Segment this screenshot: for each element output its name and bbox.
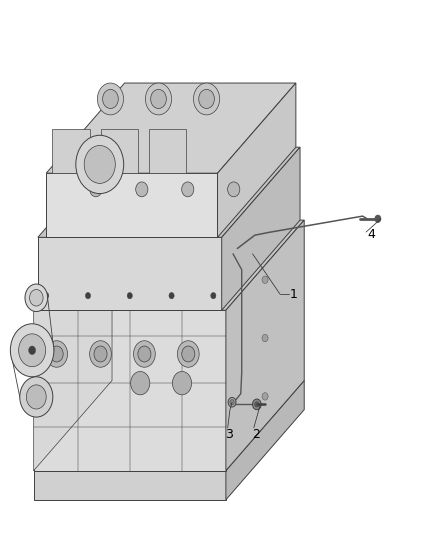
Polygon shape bbox=[218, 83, 296, 237]
Circle shape bbox=[262, 334, 268, 342]
Circle shape bbox=[90, 182, 102, 197]
Circle shape bbox=[11, 324, 54, 377]
Circle shape bbox=[127, 293, 132, 299]
Circle shape bbox=[177, 341, 199, 367]
Polygon shape bbox=[226, 381, 304, 500]
Circle shape bbox=[199, 90, 214, 109]
Polygon shape bbox=[34, 220, 304, 310]
Circle shape bbox=[211, 293, 216, 299]
Circle shape bbox=[26, 385, 46, 409]
Circle shape bbox=[228, 398, 236, 407]
Polygon shape bbox=[148, 130, 186, 173]
Circle shape bbox=[90, 341, 111, 367]
Circle shape bbox=[85, 293, 91, 299]
Circle shape bbox=[194, 83, 219, 115]
Circle shape bbox=[76, 135, 124, 193]
Polygon shape bbox=[34, 381, 304, 471]
Circle shape bbox=[50, 346, 63, 362]
Text: 3: 3 bbox=[226, 428, 233, 441]
Polygon shape bbox=[34, 310, 226, 471]
Circle shape bbox=[94, 346, 107, 362]
Polygon shape bbox=[101, 130, 138, 173]
Polygon shape bbox=[46, 173, 218, 237]
Circle shape bbox=[44, 293, 49, 299]
Circle shape bbox=[97, 83, 124, 115]
Circle shape bbox=[228, 182, 240, 197]
Circle shape bbox=[253, 399, 261, 410]
Circle shape bbox=[136, 182, 148, 197]
Polygon shape bbox=[34, 220, 112, 471]
Circle shape bbox=[151, 90, 166, 109]
Circle shape bbox=[375, 215, 381, 222]
Text: 4: 4 bbox=[367, 228, 375, 241]
Circle shape bbox=[173, 372, 191, 395]
Polygon shape bbox=[38, 237, 222, 310]
Circle shape bbox=[182, 182, 194, 197]
Polygon shape bbox=[46, 83, 296, 173]
Circle shape bbox=[145, 83, 172, 115]
Circle shape bbox=[131, 372, 150, 395]
Text: 2: 2 bbox=[253, 428, 260, 441]
Circle shape bbox=[19, 334, 46, 367]
Circle shape bbox=[25, 284, 48, 312]
Circle shape bbox=[169, 293, 174, 299]
Circle shape bbox=[102, 90, 118, 109]
Polygon shape bbox=[226, 220, 304, 471]
Circle shape bbox=[29, 289, 43, 306]
Circle shape bbox=[84, 146, 115, 183]
Circle shape bbox=[182, 346, 195, 362]
Circle shape bbox=[134, 341, 155, 367]
Circle shape bbox=[28, 346, 35, 354]
Polygon shape bbox=[53, 130, 90, 173]
Circle shape bbox=[254, 402, 259, 407]
Circle shape bbox=[20, 377, 53, 417]
Circle shape bbox=[138, 346, 151, 362]
Polygon shape bbox=[222, 147, 300, 310]
Polygon shape bbox=[34, 471, 226, 500]
Circle shape bbox=[46, 341, 67, 367]
Circle shape bbox=[230, 400, 234, 405]
Circle shape bbox=[262, 276, 268, 284]
Circle shape bbox=[262, 393, 268, 400]
Text: 1: 1 bbox=[290, 288, 298, 301]
Polygon shape bbox=[38, 147, 300, 237]
